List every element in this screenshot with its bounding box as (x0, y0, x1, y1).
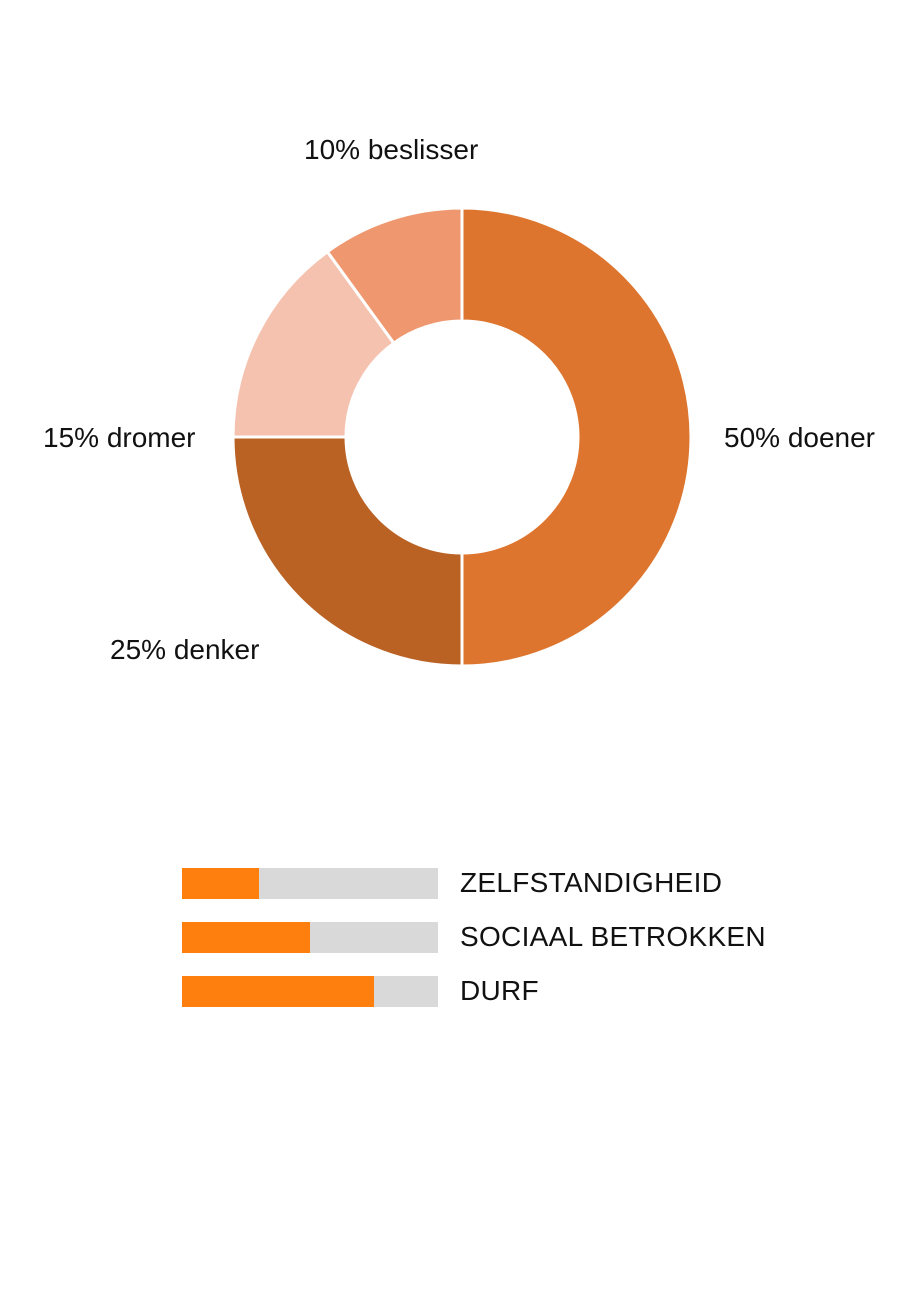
bar-fill-durf (182, 975, 374, 1007)
bar-row-durf: DURF (182, 975, 766, 1007)
bar-label-sociaal-betrokken: SOCIAAL BETROKKEN (460, 921, 766, 952)
bar-fill-sociaal-betrokken (182, 921, 310, 953)
bar-track (182, 867, 438, 899)
donut-slices (231, 206, 693, 668)
bar-row-sociaal-betrokken: SOCIAAL BETROKKEN (182, 921, 766, 953)
donut-slice-beslisser (325, 206, 464, 346)
bar-track (182, 921, 438, 953)
donut-slice-doener (460, 206, 693, 668)
slice-label-beslisser: 10% beslisser (304, 134, 478, 165)
donut-chart: 50% doener 25% denker 15% dromer 10% bes… (43, 134, 875, 668)
slice-label-doener: 50% doener (724, 422, 875, 453)
bar-row-zelfstandigheid: ZELFSTANDIGHEID (182, 867, 766, 899)
donut-slice-denker (231, 435, 464, 668)
donut-slice-dromer (231, 249, 396, 439)
bar-track (182, 975, 438, 1007)
bar-label-zelfstandigheid: ZELFSTANDIGHEID (460, 867, 723, 898)
bar-label-durf: DURF (460, 975, 539, 1006)
bar-fill-zelfstandigheid (182, 867, 259, 899)
slice-label-dromer: 15% dromer (43, 422, 196, 453)
slice-label-denker: 25% denker (110, 634, 259, 665)
progress-bars: ZELFSTANDIGHEID SOCIAAL BETROKKEN DURF (182, 867, 766, 1029)
